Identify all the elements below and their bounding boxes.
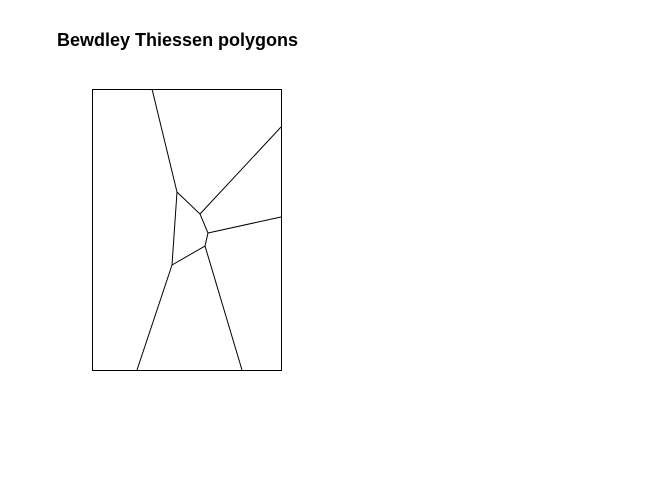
polygon-edge-top-right — [199, 126, 282, 215]
map-boundary-frame — [92, 89, 282, 371]
polygon-edge-right — [207, 216, 282, 234]
central-polygon-edge — [171, 191, 209, 266]
polygon-edge-bottom-right — [204, 245, 243, 371]
plot-title: Bewdley Thiessen polygons — [57, 30, 299, 50]
polygon-edge-top-left — [151, 88, 178, 193]
polygon-edge-bottom-left — [136, 264, 173, 371]
